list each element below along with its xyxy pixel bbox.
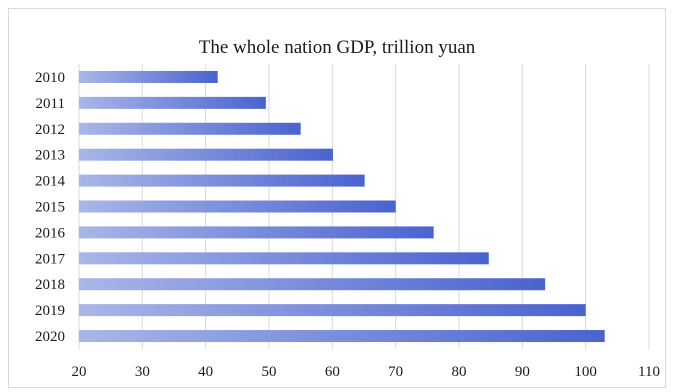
bar-2018	[79, 278, 546, 291]
chart-frame: The whole nation GDP, trillion yuan 2010…	[8, 8, 666, 388]
x-tick-label: 40	[198, 364, 213, 380]
x-tick-label: 100	[574, 364, 597, 380]
bar-2015	[79, 200, 396, 213]
x-tick-label: 30	[135, 364, 150, 380]
bar-2014	[79, 174, 365, 187]
y-tick-label: 2014	[35, 174, 66, 190]
bar-2017	[79, 252, 489, 265]
gdp-bar-chart: The whole nation GDP, trillion yuan 2010…	[35, 37, 660, 380]
x-axis-labels: 20 30 40 50 60 70 80 90 100 110	[72, 364, 660, 380]
bar-2011	[79, 96, 266, 109]
y-tick-label: 2012	[35, 122, 65, 138]
bar-2016	[79, 226, 434, 239]
bar-2019	[79, 304, 586, 317]
x-tick-label: 110	[638, 364, 660, 380]
y-tick-label: 2015	[35, 200, 65, 216]
y-tick-label: 2018	[35, 277, 65, 293]
x-tick-label: 90	[515, 364, 530, 380]
y-tick-label: 2016	[35, 225, 66, 241]
y-tick-label: 2020	[35, 329, 65, 345]
x-tick-label: 60	[325, 364, 340, 380]
y-tick-label: 2010	[35, 70, 65, 86]
x-tick-label: 20	[72, 364, 87, 380]
y-tick-label: 2017	[35, 251, 66, 267]
y-axis-labels: 2010 2011 2012 2013 2014 2015 2016 2017 2018 2019…	[35, 70, 66, 345]
bar-2013	[79, 148, 333, 161]
y-tick-label: 2011	[36, 96, 65, 112]
x-tick-label: 50	[262, 364, 277, 380]
bars-layer	[79, 70, 605, 343]
y-tick-label: 2019	[35, 303, 65, 319]
x-tick-label: 70	[388, 364, 403, 380]
bar-2010	[79, 70, 218, 83]
chart-title: The whole nation GDP, trillion yuan	[199, 37, 476, 58]
x-tick-label: 80	[452, 364, 467, 380]
y-tick-label: 2013	[35, 148, 65, 164]
bar-2012	[79, 122, 301, 135]
bar-2020	[79, 330, 605, 343]
